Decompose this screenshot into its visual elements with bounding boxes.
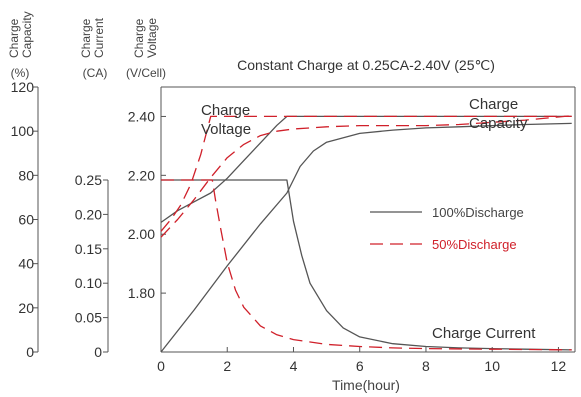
annotation-charge-voltage-line-1: Charge — [201, 102, 250, 119]
voltage-axis-unit: (V/Cell) — [126, 66, 166, 80]
x-tick-label-12: 12 — [551, 358, 567, 374]
current-tick-label-0-15: 0.15 — [75, 241, 102, 257]
x-tick-label-2: 2 — [223, 358, 231, 374]
capacity-tick-label-60: 60 — [18, 212, 34, 228]
capacity-tick-label-100: 100 — [11, 123, 35, 139]
x-tick-label-8: 8 — [422, 358, 430, 374]
series-layer — [161, 116, 572, 352]
current-tick-label-0: 0 — [94, 344, 102, 360]
capacity-axis-label-line-2: Capacity — [20, 11, 34, 58]
current-tick-label-0-25: 0.25 — [75, 172, 102, 188]
x-tick-label-6: 6 — [356, 358, 364, 374]
voltage-axis-label-line-1: Charge — [132, 18, 146, 58]
voltage-tick-label-1-80: 1.80 — [128, 285, 155, 301]
capacity-tick-label-80: 80 — [18, 167, 34, 183]
x-tick-label-0: 0 — [157, 358, 165, 374]
annotation-charge-current: Charge Current — [432, 325, 536, 342]
current-axis-unit: (CA) — [83, 66, 108, 80]
capacity-axis-label-line-1: Charge — [7, 18, 21, 58]
capacity-tick-label-0: 0 — [26, 344, 34, 360]
legend: 100%Discharge 50%Discharge — [370, 205, 524, 252]
chart-title: Constant Charge at 0.25CA-2.40V (25℃) — [237, 57, 495, 73]
current-axis-label-line-2: Current — [92, 17, 106, 58]
voltage-axis-label-line-2: Voltage — [145, 18, 159, 58]
current-axis-label-line-1: Charge — [79, 18, 93, 58]
current-tick-label-0-05: 0.05 — [75, 310, 102, 326]
capacity-tick-label-120: 120 — [11, 79, 35, 95]
legend-label-100-discharge: 100%Discharge — [432, 205, 524, 220]
legend-label-50-discharge: 50%Discharge — [432, 237, 517, 252]
capacity-tick-label-20: 20 — [18, 300, 34, 316]
capacity-axis-unit: (%) — [11, 66, 30, 80]
annotation-charge-capacity-line-2: Capacity — [469, 115, 528, 132]
annotation-charge-voltage-line-2: Voltage — [201, 121, 251, 138]
voltage-tick-label-2-00: 2.00 — [128, 226, 155, 242]
x-tick-label-4: 4 — [290, 358, 298, 374]
voltage-tick-label-2-40: 2.40 — [128, 108, 155, 124]
voltage-tick-label-2-20: 2.20 — [128, 167, 155, 183]
current-tick-label-0-20: 0.20 — [75, 206, 102, 222]
x-axis-label: Time(hour) — [332, 377, 400, 393]
x-tick-label-10: 10 — [484, 358, 500, 374]
capacity-tick-label-40: 40 — [18, 256, 34, 272]
annotation-charge-capacity-line-1: Charge — [469, 96, 518, 113]
current-tick-label-0-10: 0.10 — [75, 275, 102, 291]
